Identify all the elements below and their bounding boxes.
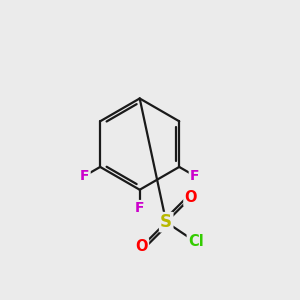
Text: F: F <box>190 169 199 183</box>
Text: Cl: Cl <box>188 234 203 249</box>
Text: S: S <box>160 213 172 231</box>
Text: O: O <box>136 239 148 254</box>
Text: O: O <box>184 190 197 205</box>
Text: F: F <box>80 169 90 183</box>
Text: F: F <box>135 201 144 215</box>
